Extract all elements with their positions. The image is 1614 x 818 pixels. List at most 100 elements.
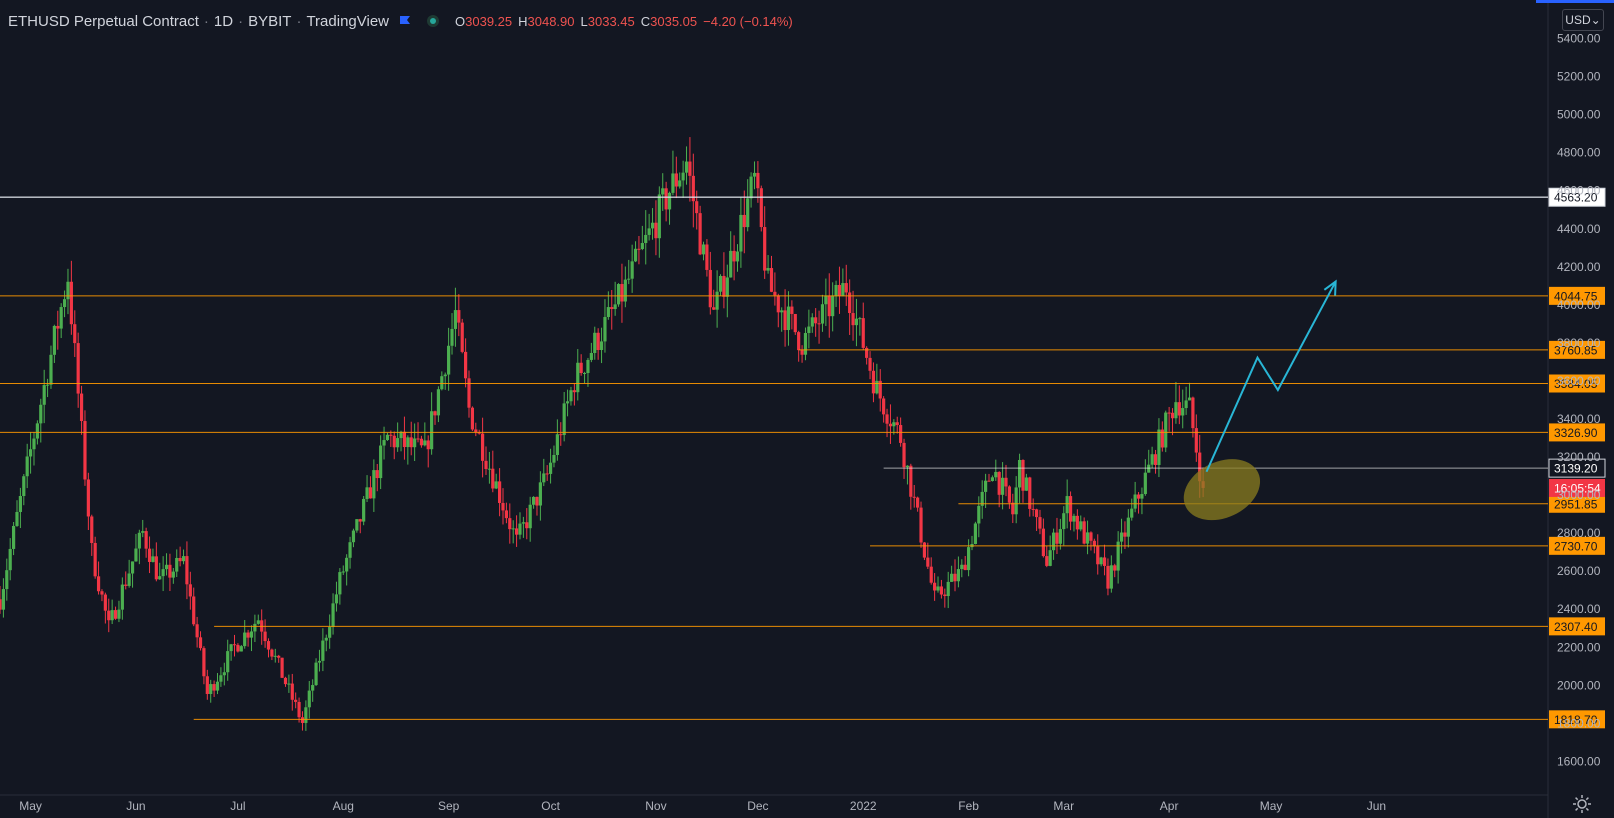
candle-up: [130, 561, 135, 574]
candle-up: [875, 380, 879, 394]
candle-down: [1177, 402, 1181, 416]
settings-gear-icon[interactable]: [1572, 794, 1592, 814]
level-price-tag: [1549, 536, 1605, 555]
candle-down: [76, 343, 80, 394]
x-tick-label: Jun: [126, 799, 145, 813]
candle-down: [878, 380, 882, 399]
candle-down: [90, 516, 94, 543]
candle-down: [1106, 565, 1110, 589]
candle-up: [749, 176, 753, 199]
candle-up: [8, 548, 12, 571]
candle-down: [790, 306, 794, 314]
candle-down: [491, 468, 495, 489]
candle-up: [950, 573, 954, 582]
candle-up: [589, 352, 593, 360]
candle-down: [695, 201, 699, 214]
candle-down: [912, 496, 916, 498]
candle-up: [120, 584, 124, 610]
y-tick-label: 1800.00: [1557, 716, 1601, 730]
candle-up: [151, 556, 155, 562]
candle-up: [59, 307, 63, 329]
candle-up: [365, 487, 369, 499]
level-price-tag: [1548, 458, 1606, 478]
high-value: H3048.90: [518, 13, 575, 29]
candle-down: [107, 610, 111, 621]
candle-up: [661, 188, 665, 195]
candle-up: [314, 662, 318, 686]
x-tick-label: 2022: [850, 799, 877, 813]
candle-up: [436, 389, 441, 416]
candle-up: [32, 438, 36, 450]
candle-down: [392, 435, 396, 448]
candle-down: [1045, 556, 1049, 566]
candle-up: [1130, 508, 1134, 518]
candle-up: [973, 523, 978, 545]
candle-up: [35, 423, 39, 439]
candle-down: [283, 677, 288, 685]
candle-down: [769, 268, 774, 292]
candle-up: [552, 454, 556, 463]
candle-down: [939, 586, 944, 595]
candle-down: [1167, 412, 1171, 414]
candle-up: [273, 655, 277, 657]
candle-down: [294, 699, 298, 702]
candle-up: [42, 385, 46, 405]
candle-down: [712, 307, 716, 310]
candle-up: [399, 431, 403, 439]
candle-down: [358, 519, 362, 522]
candle-down: [844, 283, 848, 293]
candle-up: [667, 192, 672, 210]
level-price-label: 2730.70: [1554, 539, 1598, 553]
separator: ·: [203, 12, 209, 30]
candle-down: [620, 284, 624, 302]
candle-up: [341, 571, 345, 573]
candle-up: [718, 275, 723, 292]
y-tick-label: 5000.00: [1557, 108, 1601, 122]
currency-dropdown[interactable]: USD ⌄: [1562, 9, 1604, 31]
y-tick-label: 3200.00: [1557, 450, 1601, 464]
candle-up: [39, 404, 43, 424]
candle-up: [990, 477, 994, 482]
candle-down: [178, 557, 182, 562]
x-tick-label: Aug: [333, 799, 354, 813]
level-price-tag: [1549, 340, 1605, 359]
candle-up: [977, 505, 981, 524]
candle-down: [409, 437, 413, 448]
candle-down: [868, 357, 872, 371]
candle-down: [848, 292, 852, 314]
x-tick-label: May: [1260, 799, 1283, 813]
market-status-icon[interactable]: [427, 15, 439, 27]
candle-down: [212, 684, 216, 691]
symbol-name[interactable]: ETHUSD Perpetual Contract: [8, 12, 199, 30]
chevron-down-icon: ⌄: [1590, 13, 1601, 27]
candle-up: [630, 261, 634, 279]
level-price-label: 2951.85: [1554, 497, 1598, 511]
candle-up: [739, 214, 743, 252]
candle-up: [287, 683, 291, 685]
candle-down: [508, 518, 512, 530]
interval-label[interactable]: 1D: [213, 12, 234, 30]
candle-up: [164, 564, 169, 570]
candle-up: [239, 646, 243, 652]
candle-up: [701, 244, 706, 255]
candle-down: [827, 295, 831, 317]
candle-up: [807, 326, 811, 333]
candle-down: [776, 295, 780, 313]
flag-icon[interactable]: [399, 15, 411, 27]
candle-down: [236, 644, 240, 652]
candle-up: [1109, 565, 1113, 589]
candle-up: [447, 345, 451, 375]
level-price-label: 4044.75: [1554, 289, 1598, 303]
candle-down: [147, 548, 152, 562]
candle-down: [154, 556, 158, 580]
candle-up: [450, 328, 454, 346]
candle-down: [246, 632, 250, 638]
candle-up: [1126, 517, 1130, 537]
candle-up: [854, 318, 859, 326]
candle-up: [243, 632, 247, 647]
candle-up: [62, 299, 67, 308]
candle-up: [735, 251, 740, 262]
candle-down: [1153, 454, 1158, 465]
candle-up: [1184, 400, 1188, 409]
